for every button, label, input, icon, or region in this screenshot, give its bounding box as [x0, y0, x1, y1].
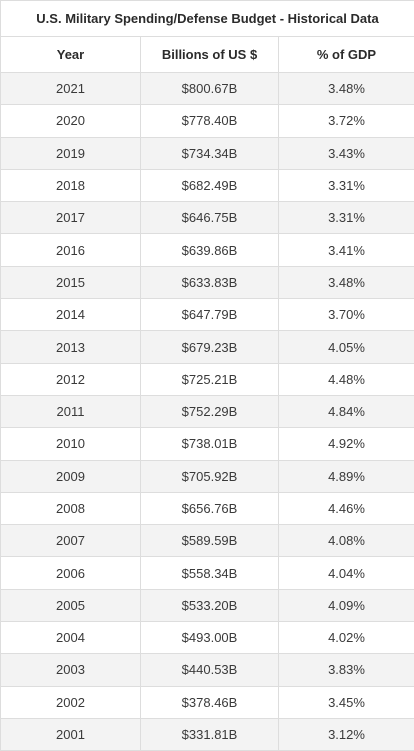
- year-cell: 2010: [1, 428, 141, 460]
- gdp-percent-cell: 3.83%: [279, 654, 414, 686]
- gdp-percent-cell: 4.04%: [279, 557, 414, 589]
- gdp-percent-cell: 4.92%: [279, 428, 414, 460]
- year-cell: 2012: [1, 363, 141, 395]
- year-cell: 2004: [1, 622, 141, 654]
- gdp-percent-cell: 4.84%: [279, 395, 414, 427]
- year-cell: 2021: [1, 73, 141, 105]
- year-cell: 2016: [1, 234, 141, 266]
- gdp-percent-cell: 3.45%: [279, 686, 414, 718]
- year-cell: 2007: [1, 525, 141, 557]
- year-cell: 2017: [1, 202, 141, 234]
- billions-cell: $647.79B: [141, 299, 279, 331]
- billions-cell: $778.40B: [141, 105, 279, 137]
- year-cell: 2015: [1, 266, 141, 298]
- billions-cell: $734.34B: [141, 137, 279, 169]
- billions-cell: $378.46B: [141, 686, 279, 718]
- year-cell: 2005: [1, 589, 141, 621]
- billions-cell: $738.01B: [141, 428, 279, 460]
- gdp-percent-cell: 3.72%: [279, 105, 414, 137]
- billions-cell: $656.76B: [141, 492, 279, 524]
- year-cell: 2008: [1, 492, 141, 524]
- billions-cell: $633.83B: [141, 266, 279, 298]
- billions-cell: $646.75B: [141, 202, 279, 234]
- gdp-percent-cell: 4.46%: [279, 492, 414, 524]
- gdp-percent-cell: 3.31%: [279, 169, 414, 201]
- gdp-percent-cell: 4.48%: [279, 363, 414, 395]
- billions-cell: $725.21B: [141, 363, 279, 395]
- billions-cell: $558.34B: [141, 557, 279, 589]
- year-cell: 2011: [1, 395, 141, 427]
- year-cell: 2002: [1, 686, 141, 718]
- year-cell: 2014: [1, 299, 141, 331]
- year-cell: 2003: [1, 654, 141, 686]
- billions-cell: $493.00B: [141, 622, 279, 654]
- year-cell: 2006: [1, 557, 141, 589]
- gdp-percent-cell: 3.41%: [279, 234, 414, 266]
- billions-cell: $752.29B: [141, 395, 279, 427]
- gdp-percent-cell: 3.43%: [279, 137, 414, 169]
- billions-cell: $331.81B: [141, 718, 279, 750]
- header-row: Year Billions of US $ % of GDP: [1, 37, 414, 73]
- column-header-billions: Billions of US $: [141, 37, 279, 73]
- title-row: U.S. Military Spending/Defense Budget - …: [1, 1, 414, 37]
- gdp-percent-cell: 3.12%: [279, 718, 414, 750]
- billions-cell: $682.49B: [141, 169, 279, 201]
- gdp-percent-cell: 4.05%: [279, 331, 414, 363]
- gdp-percent-cell: 3.31%: [279, 202, 414, 234]
- column-header-year: Year: [1, 37, 141, 73]
- gdp-percent-cell: 4.89%: [279, 460, 414, 492]
- billions-cell: $800.67B: [141, 73, 279, 105]
- gdp-percent-cell: 3.70%: [279, 299, 414, 331]
- gdp-percent-cell: 4.02%: [279, 622, 414, 654]
- gdp-percent-cell: 4.08%: [279, 525, 414, 557]
- column-header-gdp-percent: % of GDP: [279, 37, 414, 73]
- billions-cell: $589.59B: [141, 525, 279, 557]
- year-cell: 2009: [1, 460, 141, 492]
- billions-cell: $705.92B: [141, 460, 279, 492]
- table-title: U.S. Military Spending/Defense Budget - …: [1, 1, 414, 37]
- year-cell: 2013: [1, 331, 141, 363]
- gdp-percent-cell: 3.48%: [279, 266, 414, 298]
- year-cell: 2018: [1, 169, 141, 201]
- gdp-percent-cell: 3.48%: [279, 73, 414, 105]
- billions-cell: $533.20B: [141, 589, 279, 621]
- year-cell: 2001: [1, 718, 141, 750]
- billions-cell: $679.23B: [141, 331, 279, 363]
- billions-cell: $639.86B: [141, 234, 279, 266]
- gdp-percent-cell: 4.09%: [279, 589, 414, 621]
- year-cell: 2019: [1, 137, 141, 169]
- year-cell: 2020: [1, 105, 141, 137]
- billions-cell: $440.53B: [141, 654, 279, 686]
